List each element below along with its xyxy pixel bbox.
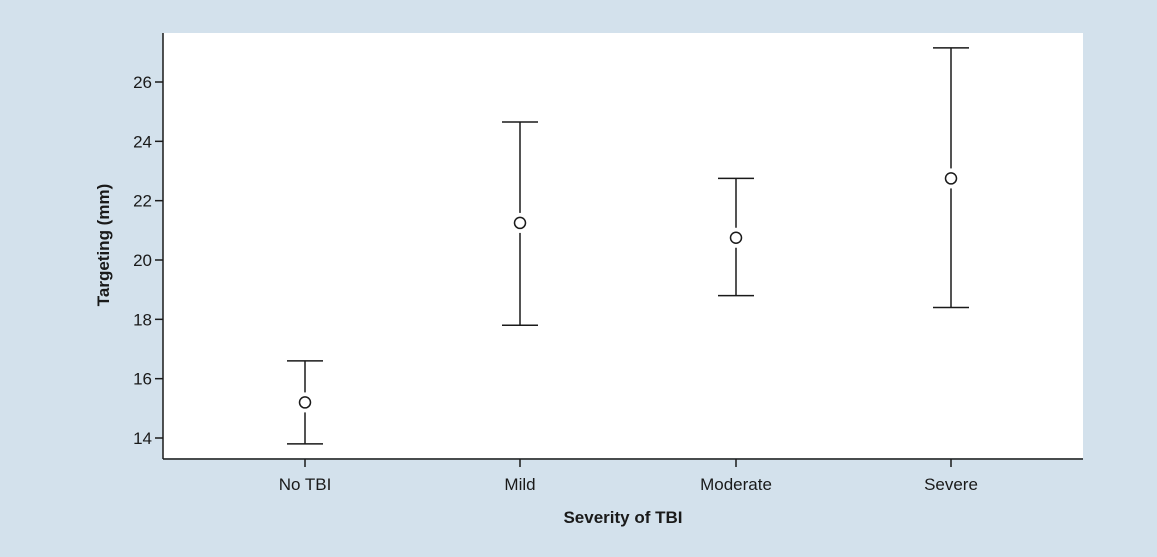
y-axis-title: Targeting (mm) <box>94 184 113 306</box>
y-axis-ticks: 14 16 18 20 22 24 26 <box>133 73 163 448</box>
y-tick-label: 24 <box>133 132 152 151</box>
x-axis-title: Severity of TBI <box>563 508 682 527</box>
mean-point <box>944 172 958 185</box>
x-tick-label: No TBI <box>279 475 332 494</box>
y-tick-label: 26 <box>133 73 152 92</box>
y-tick-label: 14 <box>133 429 152 448</box>
x-tick-label: Severe <box>924 475 978 494</box>
plot-area <box>163 33 1083 458</box>
mean-point <box>298 396 312 409</box>
y-tick-label: 20 <box>133 251 152 270</box>
mean-point <box>513 216 527 230</box>
x-tick-label: Moderate <box>700 475 772 494</box>
x-axis-ticks: No TBI Mild Moderate Severe <box>279 459 978 494</box>
x-tick-label: Mild <box>504 475 535 494</box>
mean-point <box>729 231 743 244</box>
y-tick-label: 22 <box>133 192 152 211</box>
data-marks <box>287 47 969 445</box>
y-tick-label: 18 <box>133 310 152 329</box>
y-tick-label: 16 <box>133 370 152 389</box>
